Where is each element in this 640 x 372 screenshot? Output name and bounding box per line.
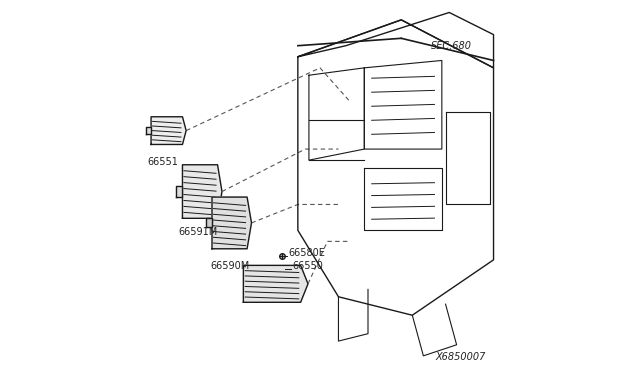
Text: X6850007: X6850007 [436, 352, 486, 362]
Polygon shape [182, 165, 222, 218]
Text: 66591M: 66591M [178, 227, 218, 237]
Polygon shape [145, 127, 151, 134]
Polygon shape [243, 265, 308, 302]
Polygon shape [206, 218, 212, 227]
Polygon shape [151, 117, 186, 144]
Text: 66550: 66550 [292, 261, 323, 271]
Polygon shape [212, 197, 252, 249]
Text: 66590M: 66590M [210, 261, 250, 271]
Text: 66551: 66551 [147, 157, 179, 167]
Text: SEC.680: SEC.680 [431, 41, 472, 51]
Polygon shape [176, 186, 182, 197]
Text: 66580E: 66580E [289, 248, 326, 258]
